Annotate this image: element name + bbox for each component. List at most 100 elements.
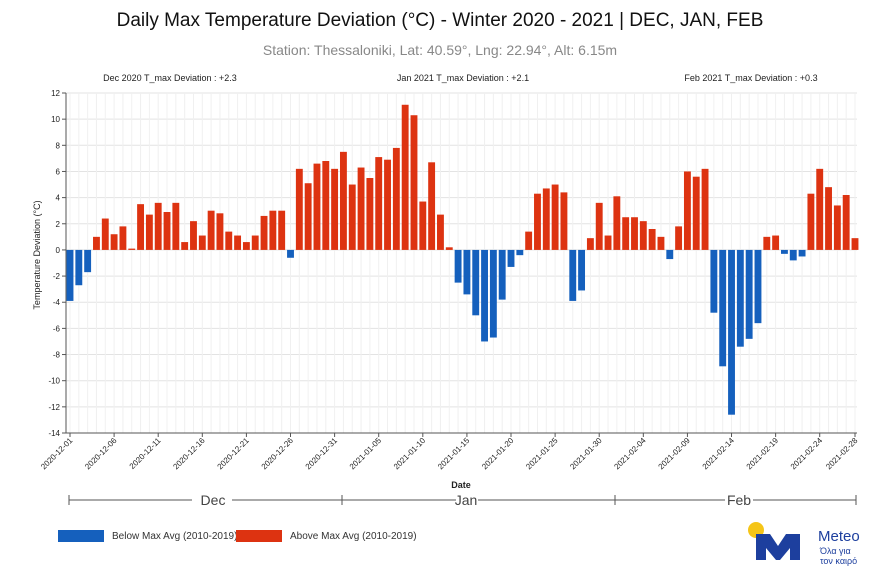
bar-day-90 bbox=[851, 238, 859, 250]
logo-tagline-line-2: τον καιρό bbox=[820, 556, 858, 566]
y-tick-label: 4 bbox=[56, 194, 61, 203]
bar-day-34 bbox=[357, 167, 365, 250]
logo-tagline-line-1: Όλα για bbox=[820, 546, 851, 556]
logo-tagline: Όλα για τον καιρό bbox=[820, 546, 857, 566]
bar-day-12 bbox=[163, 212, 171, 250]
y-tick-label: 8 bbox=[56, 141, 61, 150]
y-tick-label: -6 bbox=[53, 324, 61, 333]
bar-day-85 bbox=[807, 193, 815, 250]
bar-day-20 bbox=[234, 235, 242, 250]
x-tick-label: 2020-12-31 bbox=[304, 436, 340, 472]
x-tick-label: 2021-02-24 bbox=[789, 436, 825, 472]
y-tick-label: -8 bbox=[53, 351, 61, 360]
bar-day-7 bbox=[119, 226, 127, 250]
logo-name: Meteo bbox=[818, 528, 860, 545]
bar-day-71 bbox=[683, 171, 691, 250]
bar-day-59 bbox=[578, 249, 586, 291]
bar-day-42 bbox=[428, 162, 436, 250]
bar-day-57 bbox=[560, 192, 568, 250]
bar-day-60 bbox=[586, 238, 594, 250]
y-tick-label: -10 bbox=[48, 377, 60, 386]
bar-day-66 bbox=[639, 221, 647, 250]
y-tick-label: -12 bbox=[48, 403, 60, 412]
y-tick-label: 0 bbox=[56, 246, 61, 255]
bar-day-74 bbox=[710, 249, 718, 313]
bar-day-52 bbox=[516, 249, 524, 256]
bar-day-72 bbox=[692, 176, 700, 250]
bar-day-64 bbox=[622, 217, 630, 250]
bar-day-75 bbox=[719, 249, 727, 367]
y-tick-label: 6 bbox=[56, 167, 61, 176]
meteo-logo-icon bbox=[748, 522, 800, 560]
bar-day-88 bbox=[833, 205, 841, 250]
bar-day-47 bbox=[472, 249, 480, 316]
x-tick-label: 2021-01-30 bbox=[568, 436, 604, 472]
month-annotation-feb: Feb 2021 T_max Deviation : +0.3 bbox=[684, 73, 817, 83]
month-span-axis bbox=[68, 495, 857, 505]
x-tick-label: 2021-02-19 bbox=[745, 436, 781, 472]
bar-day-61 bbox=[595, 202, 603, 250]
y-tick-label: -14 bbox=[48, 429, 60, 438]
bar-day-29 bbox=[313, 163, 321, 250]
x-tick-label: 2021-02-04 bbox=[612, 436, 648, 472]
bar-day-76 bbox=[728, 249, 735, 415]
bar-day-30 bbox=[322, 161, 330, 250]
bar-day-89 bbox=[842, 195, 850, 250]
bar-day-3 bbox=[84, 249, 92, 273]
bar-day-8 bbox=[128, 248, 136, 250]
bar-day-41 bbox=[419, 201, 427, 250]
x-tick-label: 2021-02-14 bbox=[701, 436, 737, 472]
chart-title: Daily Max Temperature Deviation (°C) - W… bbox=[116, 10, 764, 31]
bar-day-84 bbox=[798, 249, 806, 257]
bar-day-10 bbox=[145, 214, 153, 250]
bar-day-62 bbox=[604, 235, 612, 250]
x-tick-label: 2021-02-09 bbox=[657, 436, 693, 472]
bar-day-63 bbox=[613, 196, 621, 250]
bar-day-39 bbox=[401, 104, 409, 250]
bar-day-27 bbox=[295, 168, 303, 250]
y-tick-label: 10 bbox=[51, 115, 60, 124]
legend-swatch-above bbox=[236, 530, 282, 542]
bar-day-58 bbox=[569, 249, 577, 301]
bar-day-70 bbox=[675, 226, 683, 250]
bar-day-11 bbox=[154, 202, 162, 250]
bar-day-13 bbox=[172, 202, 180, 250]
bar-day-82 bbox=[780, 249, 788, 254]
legend-label-above: Above Max Avg (2010-2019) bbox=[290, 530, 417, 542]
bar-day-28 bbox=[304, 183, 312, 250]
bar-day-33 bbox=[348, 184, 356, 250]
bar-day-87 bbox=[825, 187, 832, 250]
month-label-feb: Feb bbox=[727, 492, 751, 508]
x-tick-label: 2020-12-26 bbox=[260, 436, 296, 472]
x-axis-label: Date bbox=[451, 480, 471, 490]
bar-day-23 bbox=[260, 215, 268, 250]
bar-day-44 bbox=[445, 247, 453, 250]
bar-day-15 bbox=[190, 221, 197, 250]
x-tick-label: 2020-12-16 bbox=[171, 436, 207, 472]
bar-day-65 bbox=[631, 217, 638, 250]
bar-day-54 bbox=[534, 193, 541, 250]
bar-day-45 bbox=[454, 249, 462, 283]
bar-day-86 bbox=[816, 168, 824, 250]
y-axis-label: Temperature Deviation (°C) bbox=[32, 200, 42, 309]
month-label-jan: Jan bbox=[455, 492, 478, 508]
bar-day-50 bbox=[498, 249, 506, 300]
bar-day-17 bbox=[207, 210, 215, 250]
bar-day-2 bbox=[75, 249, 83, 286]
y-tick-label: 12 bbox=[51, 89, 60, 98]
bar-day-1 bbox=[66, 249, 74, 301]
x-tick-label: 2021-01-20 bbox=[480, 436, 516, 472]
bar-day-49 bbox=[489, 249, 497, 338]
legend-item-above: Above Max Avg (2010-2019) bbox=[236, 530, 417, 542]
bar-day-31 bbox=[331, 168, 339, 250]
bar-day-77 bbox=[736, 249, 744, 347]
x-tick-label: 2021-01-15 bbox=[436, 436, 472, 472]
bar-day-19 bbox=[225, 231, 233, 250]
bar-day-24 bbox=[269, 210, 277, 250]
bar-day-14 bbox=[181, 242, 189, 250]
bar-day-55 bbox=[542, 188, 550, 250]
legend-swatch-below bbox=[58, 530, 104, 542]
bar-day-6 bbox=[110, 234, 118, 250]
y-tick-label: -4 bbox=[53, 298, 61, 307]
